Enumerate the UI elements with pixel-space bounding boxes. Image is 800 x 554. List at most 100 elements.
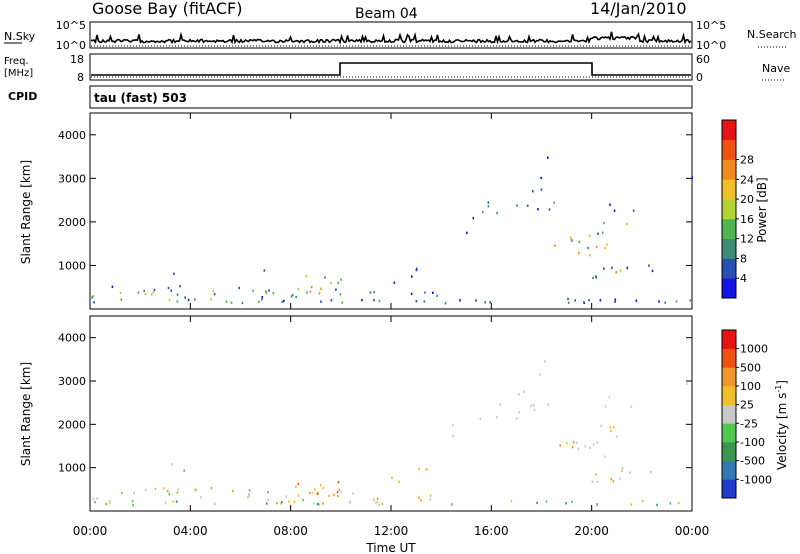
scatter-cell bbox=[571, 239, 573, 242]
scatter-cell bbox=[144, 488, 147, 492]
power-data bbox=[91, 156, 693, 305]
scatter-cell bbox=[154, 487, 157, 491]
colorbar-cell bbox=[722, 442, 736, 461]
scatter-cell bbox=[328, 494, 330, 497]
scatter-cell bbox=[210, 298, 212, 301]
scatter-cell bbox=[429, 494, 432, 497]
scatter-cell bbox=[267, 491, 269, 494]
scatter-cell bbox=[337, 494, 339, 498]
scatter-cell bbox=[420, 499, 422, 502]
scatter-cell bbox=[496, 211, 498, 215]
colorbar-frame bbox=[721, 329, 737, 499]
scatter-cell bbox=[604, 246, 606, 250]
scatter-cell bbox=[111, 285, 114, 288]
scatter-cell bbox=[318, 292, 321, 295]
colorbar-tick-label: -500 bbox=[740, 455, 765, 468]
scatter-cell bbox=[330, 282, 332, 285]
scatter-cell bbox=[305, 275, 308, 278]
scatter-cell bbox=[424, 291, 426, 294]
scatter-cell bbox=[594, 274, 597, 278]
time-tick-label: 00:00 bbox=[73, 524, 108, 538]
scatter-cell bbox=[499, 403, 502, 406]
scatter-cell bbox=[658, 300, 660, 303]
colorbar-tick-label: 1000 bbox=[740, 343, 768, 356]
scatter-cell bbox=[589, 254, 591, 257]
scatter-cell bbox=[425, 468, 428, 471]
y-tick-label: 2000 bbox=[58, 418, 86, 431]
scatter-cell bbox=[630, 503, 633, 506]
scatter-cell bbox=[677, 501, 680, 505]
scatter-cell bbox=[320, 287, 322, 290]
scatter-cell bbox=[378, 299, 381, 303]
scatter-cell bbox=[411, 275, 413, 278]
time-tick-label: 04:00 bbox=[173, 524, 208, 538]
scatter-cell bbox=[340, 278, 342, 281]
scatter-cell bbox=[285, 495, 288, 498]
scatter-cell bbox=[281, 300, 283, 304]
scatter-cell bbox=[472, 217, 475, 220]
scatter-cell bbox=[516, 204, 518, 207]
time-tick-label: 08:00 bbox=[273, 524, 308, 538]
colorbar-tick-label: 12 bbox=[740, 233, 754, 246]
scatter-cell bbox=[583, 301, 585, 304]
scatter-cell bbox=[290, 295, 293, 298]
scatter-cell bbox=[393, 281, 396, 284]
scatter-cell bbox=[610, 477, 613, 481]
scatter-cell bbox=[133, 491, 135, 495]
scatter-cell bbox=[297, 287, 299, 291]
scatter-cell bbox=[248, 494, 250, 497]
velocity-colorbar: 1000 500 100 25 -25 -100 -500 -1000 bbox=[721, 329, 772, 499]
colorbar-cell bbox=[722, 120, 736, 141]
scatter-cell bbox=[295, 295, 297, 299]
time-tick-label: 20:00 bbox=[574, 524, 609, 538]
scatter-cell bbox=[91, 296, 93, 299]
scatter-cell bbox=[92, 497, 94, 500]
scatter-cell bbox=[272, 292, 275, 295]
scatter-cell bbox=[109, 501, 111, 505]
scatter-cell bbox=[669, 502, 672, 505]
beam-title: Beam 04 bbox=[355, 6, 418, 22]
scatter-cell bbox=[559, 444, 562, 447]
scatter-cell bbox=[596, 441, 599, 444]
time-axis: 00:00 04:00 08:00 12:00 16:00 20:00 00:00 bbox=[73, 524, 710, 538]
scatter-cell bbox=[108, 499, 111, 503]
scatter-cell bbox=[577, 447, 580, 451]
scatter-cell bbox=[252, 289, 254, 292]
scatter-cell bbox=[675, 300, 678, 303]
scatter-cell bbox=[540, 176, 542, 180]
scatter-cell bbox=[452, 434, 454, 438]
scatter-cell bbox=[614, 298, 617, 301]
colorbar-tick-label: 20 bbox=[740, 193, 754, 206]
scatter-cell bbox=[263, 269, 266, 272]
scatter-cell bbox=[418, 496, 420, 499]
colorbar-tick-label: 4 bbox=[740, 272, 747, 285]
scatter-cell bbox=[609, 203, 611, 206]
scatter-cell bbox=[214, 502, 216, 505]
colorbar-cell bbox=[722, 238, 736, 259]
scatter-cell bbox=[375, 501, 377, 504]
scatter-cell bbox=[163, 487, 165, 490]
scatter-cell bbox=[391, 476, 393, 479]
scatter-cell bbox=[614, 300, 616, 303]
colorbar-cell bbox=[722, 348, 736, 368]
scatter-cell bbox=[341, 301, 344, 304]
scatter-cell bbox=[619, 269, 622, 272]
scatter-cell bbox=[338, 488, 340, 491]
scatter-cell bbox=[200, 495, 202, 499]
colorbar-cell bbox=[722, 278, 736, 299]
scatter-cell bbox=[306, 291, 308, 294]
scatter-cell bbox=[648, 264, 650, 267]
nsky-tick-top: 10^5 bbox=[56, 19, 86, 32]
nsky-trace bbox=[90, 31, 692, 47]
velocity-ylabel: Slant Range [km] bbox=[19, 362, 33, 466]
scatter-cell bbox=[418, 467, 420, 471]
y-tick-label: 2000 bbox=[58, 216, 86, 229]
scatter-cell bbox=[105, 502, 108, 506]
scatter-cell bbox=[589, 446, 591, 449]
scatter-cell bbox=[333, 493, 335, 497]
scatter-cell bbox=[595, 504, 598, 507]
scatter-cell bbox=[487, 201, 490, 204]
scatter-cell bbox=[322, 502, 324, 505]
scatter-cell bbox=[171, 463, 173, 466]
scatter-cell bbox=[609, 426, 611, 429]
